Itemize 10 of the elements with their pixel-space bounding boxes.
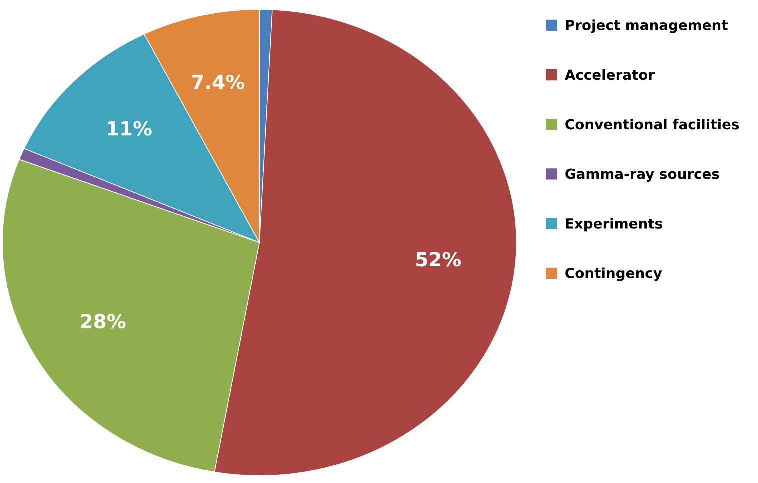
data-label: 52%	[416, 252, 462, 267]
legend-label: Gamma-ray sources	[566, 168, 720, 182]
data-label: 7.4%	[192, 74, 245, 90]
legend-label: Conventional facilities	[566, 118, 740, 130]
legend-label: Project management	[566, 20, 728, 34]
data-label: 11%	[108, 121, 152, 136]
data-label: 28%	[81, 314, 126, 329]
legend-label: Accelerator	[565, 69, 655, 80]
legend-label: Experiments	[566, 218, 662, 232]
legend-label: Contingency	[566, 268, 662, 282]
